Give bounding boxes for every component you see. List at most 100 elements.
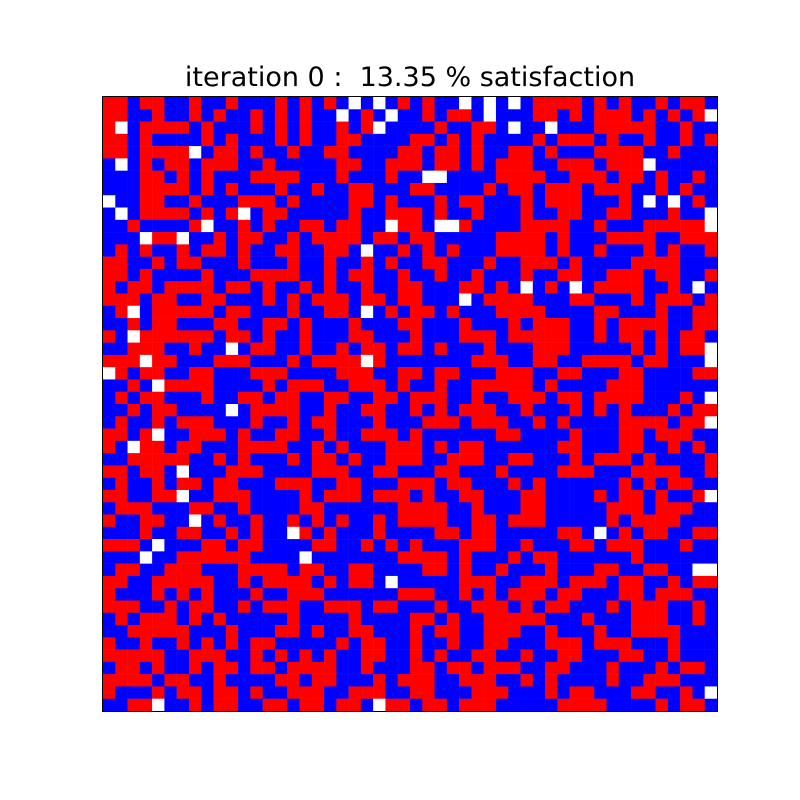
cell-blue-agent bbox=[606, 97, 620, 110]
cell-red-agent bbox=[139, 612, 153, 626]
cell-red-agent bbox=[176, 281, 190, 294]
cell-blue-agent bbox=[127, 97, 141, 110]
cell-red-agent bbox=[545, 281, 558, 294]
cell-red-agent bbox=[238, 195, 251, 208]
cell-red-agent bbox=[201, 158, 214, 171]
cell-blue-agent bbox=[606, 588, 620, 601]
cell-blue-agent bbox=[422, 293, 435, 307]
cell-blue-agent bbox=[483, 305, 497, 319]
cell-red-agent bbox=[287, 391, 300, 405]
cell-red-agent bbox=[250, 121, 263, 135]
cell-red-agent bbox=[225, 661, 239, 675]
cell-blue-agent bbox=[631, 698, 644, 711]
cell-blue-agent bbox=[618, 465, 632, 478]
cell-blue-agent bbox=[569, 416, 583, 429]
cell-red-agent bbox=[410, 146, 423, 159]
cell-blue-agent bbox=[213, 465, 227, 478]
cell-red-agent bbox=[360, 121, 374, 135]
cell-blue-agent bbox=[213, 404, 227, 417]
cell-blue-agent bbox=[164, 244, 177, 257]
cell-blue-agent bbox=[238, 342, 251, 356]
cell-red-agent bbox=[471, 649, 484, 663]
cell-red-agent bbox=[348, 686, 362, 699]
cell-red-agent bbox=[336, 354, 349, 368]
cell-red-agent bbox=[262, 281, 276, 294]
cell-red-agent bbox=[115, 489, 128, 503]
cell-blue-agent bbox=[532, 661, 546, 675]
cell-empty bbox=[373, 97, 386, 110]
cell-red-agent bbox=[471, 195, 484, 208]
cell-blue-agent bbox=[299, 367, 313, 380]
cell-blue-agent bbox=[532, 637, 546, 650]
cell-red-agent bbox=[397, 489, 411, 503]
cell-red-agent bbox=[483, 379, 497, 392]
cell-red-agent bbox=[311, 686, 325, 699]
cell-blue-agent bbox=[557, 539, 570, 552]
cell-red-agent bbox=[152, 146, 165, 159]
cell-red-agent bbox=[667, 256, 681, 270]
cell-blue-agent bbox=[299, 146, 313, 159]
cell-red-agent bbox=[495, 170, 509, 184]
cell-red-agent bbox=[188, 305, 202, 319]
cell-red-agent bbox=[103, 649, 116, 663]
cell-red-agent bbox=[385, 170, 398, 184]
cell-blue-agent bbox=[262, 305, 276, 319]
cell-blue-agent bbox=[164, 391, 177, 405]
cell-red-agent bbox=[606, 158, 620, 171]
cell-red-agent bbox=[201, 305, 214, 319]
cell-blue-agent bbox=[483, 281, 497, 294]
cell-red-agent bbox=[115, 563, 128, 577]
cell-red-agent bbox=[152, 121, 165, 135]
cell-blue-agent bbox=[459, 600, 472, 614]
cell-blue-agent bbox=[569, 612, 583, 626]
cell-red-agent bbox=[213, 453, 227, 466]
cell-red-agent bbox=[471, 281, 484, 294]
cell-blue-agent bbox=[704, 600, 717, 614]
cell-red-agent bbox=[213, 158, 227, 171]
cell-blue-agent bbox=[446, 293, 460, 307]
cell-blue-agent bbox=[262, 489, 276, 503]
cell-red-agent bbox=[164, 305, 177, 319]
cell-blue-agent bbox=[581, 281, 595, 294]
cell-red-agent bbox=[680, 219, 693, 233]
cell-blue-agent bbox=[164, 477, 177, 491]
cell-red-agent bbox=[557, 698, 570, 711]
cell-red-agent bbox=[103, 330, 116, 343]
cell-red-agent bbox=[336, 465, 349, 478]
cell-blue-agent bbox=[238, 588, 251, 601]
cell-blue-agent bbox=[557, 686, 570, 699]
cell-red-agent bbox=[471, 379, 484, 392]
cell-red-agent bbox=[569, 182, 583, 196]
cell-blue-agent bbox=[103, 379, 116, 392]
cell-red-agent bbox=[152, 416, 165, 429]
cell-blue-agent bbox=[606, 244, 620, 257]
cell-blue-agent bbox=[115, 182, 128, 196]
cell-red-agent bbox=[655, 330, 669, 343]
cell-blue-agent bbox=[631, 219, 644, 233]
cell-blue-agent bbox=[176, 698, 190, 711]
cell-blue-agent bbox=[188, 404, 202, 417]
cell-red-agent bbox=[139, 637, 153, 650]
cell-blue-agent bbox=[471, 182, 484, 196]
cell-red-agent bbox=[201, 379, 214, 392]
cell-blue-agent bbox=[680, 109, 693, 122]
cell-red-agent bbox=[201, 539, 214, 552]
cell-red-agent bbox=[324, 649, 337, 663]
cell-red-agent bbox=[188, 661, 202, 675]
cell-blue-agent bbox=[483, 367, 497, 380]
cell-blue-agent bbox=[581, 305, 595, 319]
cell-red-agent bbox=[471, 404, 484, 417]
cell-blue-agent bbox=[569, 330, 583, 343]
cell-red-agent bbox=[434, 342, 448, 356]
cell-red-agent bbox=[606, 539, 620, 552]
cell-blue-agent bbox=[373, 625, 386, 638]
cell-blue-agent bbox=[397, 133, 411, 147]
cell-red-agent bbox=[422, 563, 435, 577]
cell-red-agent bbox=[164, 575, 177, 589]
cell-red-agent bbox=[446, 637, 460, 650]
cell-empty bbox=[446, 219, 460, 233]
cell-blue-agent bbox=[434, 539, 448, 552]
cell-blue-agent bbox=[667, 416, 681, 429]
cell-red-agent bbox=[213, 514, 227, 528]
cell-red-agent bbox=[213, 551, 227, 564]
